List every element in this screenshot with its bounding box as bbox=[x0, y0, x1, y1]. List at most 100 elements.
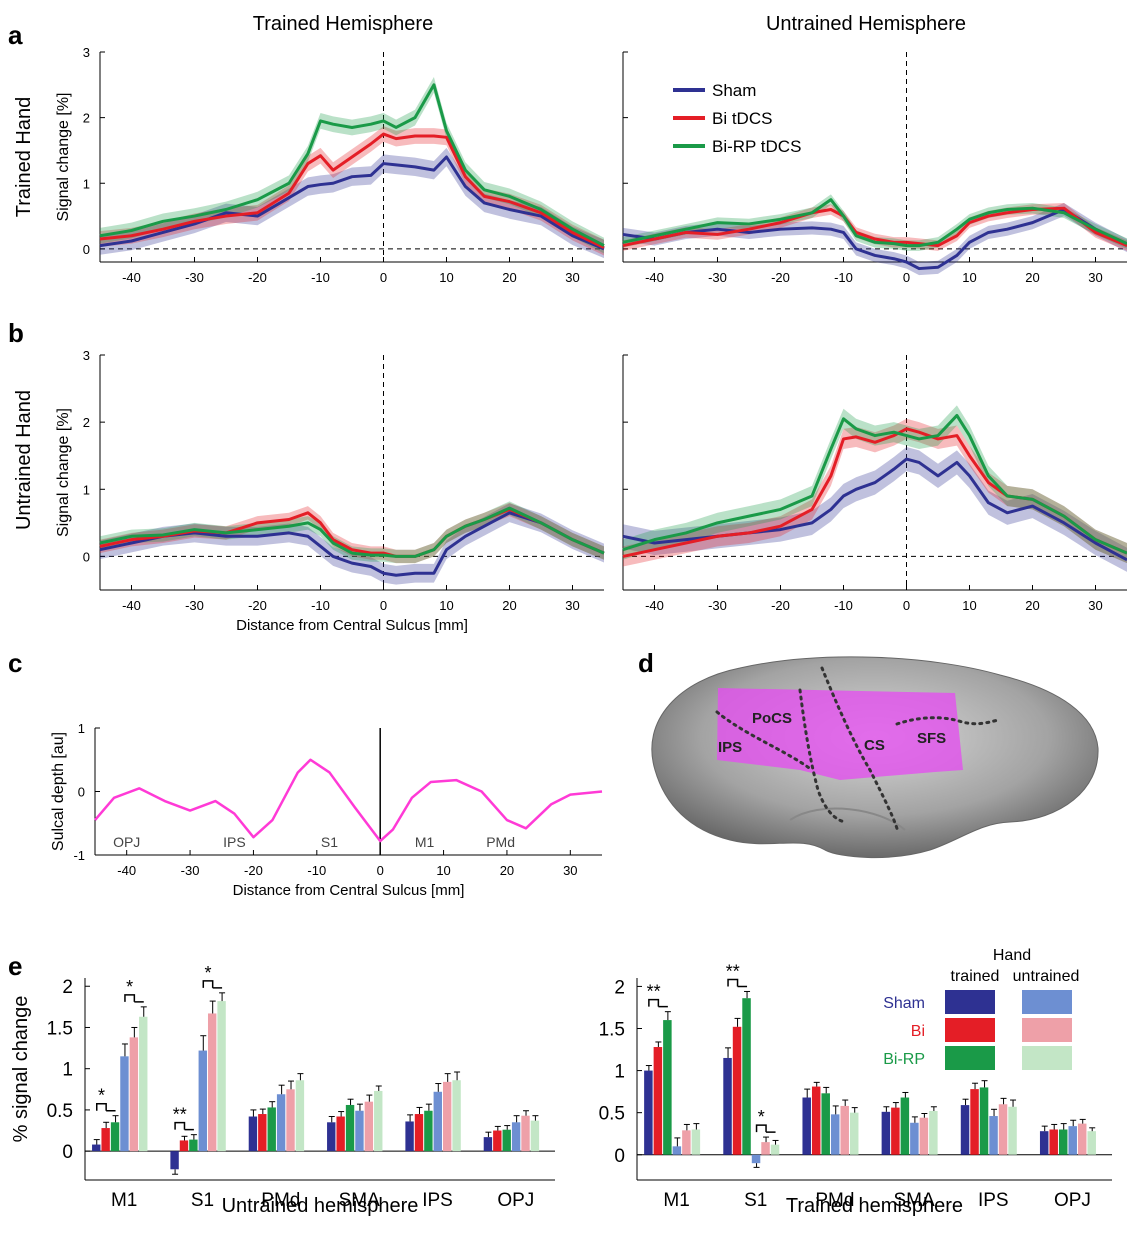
bar bbox=[653, 1047, 663, 1155]
bar bbox=[248, 1116, 258, 1152]
error-band-sham bbox=[623, 202, 1127, 276]
y-tick-label: 2 bbox=[83, 111, 90, 126]
x-tick-label: 20 bbox=[1025, 598, 1039, 613]
bar bbox=[511, 1122, 521, 1152]
category-label: SMA bbox=[339, 1190, 381, 1211]
x-axis-label: Trained hemisphere bbox=[786, 1195, 963, 1217]
panel-letter-a: a bbox=[8, 20, 23, 50]
panel-letter-c: c bbox=[8, 648, 22, 678]
bar-legend-swatch-sham-trained bbox=[945, 990, 995, 1014]
significance-bracket bbox=[755, 1124, 776, 1133]
x-tick-label: 0 bbox=[380, 270, 387, 285]
chart-untrained-hand-untrained-hemisphere: -40 -30 -20 -10 0 10 20 30 bbox=[622, 354, 1127, 613]
bar bbox=[424, 1110, 433, 1152]
bar bbox=[286, 1089, 295, 1152]
x-tick-label: -20 bbox=[244, 863, 263, 878]
bar bbox=[979, 1087, 989, 1155]
bar bbox=[483, 1137, 493, 1152]
y-tick-label: 1 bbox=[62, 1060, 73, 1081]
y-tick-label: -1 bbox=[73, 848, 85, 863]
y-tick-label: 1 bbox=[78, 721, 85, 736]
brain-temporal-fold bbox=[789, 807, 906, 831]
bar-legend-birp-label: Bi-RP bbox=[883, 1051, 925, 1068]
bar bbox=[891, 1107, 900, 1155]
category-label: M1 bbox=[111, 1190, 137, 1211]
category-label: M1 bbox=[663, 1190, 689, 1211]
x-tick-label: 20 bbox=[1025, 270, 1039, 285]
y-tick-label: 0.5 bbox=[599, 1104, 625, 1125]
bar bbox=[751, 1154, 761, 1164]
bar bbox=[998, 1104, 1008, 1155]
bar bbox=[691, 1129, 701, 1155]
x-tick-label: -10 bbox=[311, 270, 330, 285]
bar bbox=[644, 1070, 653, 1155]
series-line-birp bbox=[99, 506, 605, 558]
y-tick-label: 0 bbox=[83, 242, 90, 257]
panel-letter-e: e bbox=[8, 951, 22, 981]
bar-legend: Hand trained untrained Sham Bi Bi-RP bbox=[883, 947, 1079, 1070]
profile-legend: Sham Bi tDCS Bi-RP tDCS bbox=[673, 81, 801, 156]
y-tick-label: 0.5 bbox=[47, 1101, 73, 1122]
chart-untrained-hand-trained-hemisphere: 0 1 2 3 -40 -30 -20 -10 0 10 20 30 Signal change [%]… bbox=[55, 348, 605, 634]
error-band-sham bbox=[100, 503, 604, 585]
region-label: S1 bbox=[321, 834, 338, 850]
bar bbox=[179, 1140, 189, 1152]
error-band-sham bbox=[100, 147, 604, 259]
legend-label-birp: Bi-RP tDCS bbox=[712, 137, 801, 156]
bar bbox=[919, 1117, 929, 1155]
chart-trained-hand-trained-hemisphere: 0 1 2 3 -40 -30 -20 -10 0 10 20 30 Signal change [%] bbox=[55, 45, 605, 285]
bar bbox=[364, 1101, 374, 1152]
bar bbox=[830, 1114, 840, 1155]
bar bbox=[452, 1080, 461, 1152]
x-axis-label: Distance from Central Sulcus [mm] bbox=[236, 617, 468, 634]
bar bbox=[276, 1094, 286, 1152]
significance-marker: ** bbox=[647, 982, 661, 1002]
pocs-sulcus bbox=[798, 688, 847, 824]
bar bbox=[336, 1116, 345, 1152]
sulcal-depth-line bbox=[94, 758, 603, 843]
x-tick-label: -40 bbox=[645, 270, 664, 285]
bar bbox=[663, 1020, 672, 1155]
error-band-sham bbox=[623, 446, 1127, 572]
bar bbox=[258, 1114, 267, 1152]
legend-label-bi: Bi tDCS bbox=[712, 109, 772, 128]
y-tick-label: 1.5 bbox=[599, 1020, 625, 1041]
y-tick-label: 3 bbox=[83, 45, 90, 60]
series-line-birp bbox=[622, 413, 1127, 555]
bar-legend-hand: Hand bbox=[993, 947, 1031, 964]
brain-illustration: IPS PoCS CS SFS bbox=[651, 656, 1099, 859]
y-tick-label: 1 bbox=[83, 482, 90, 497]
bar bbox=[414, 1114, 424, 1152]
error-band-birp bbox=[623, 405, 1127, 564]
category-label: PMd bbox=[815, 1190, 854, 1211]
y-tick-label: 3 bbox=[83, 348, 90, 363]
y-tick-label: 0 bbox=[78, 785, 85, 800]
significance-marker: * bbox=[126, 977, 133, 997]
x-tick-label: 30 bbox=[565, 598, 579, 613]
legend-label-sham: Sham bbox=[712, 81, 756, 100]
bar bbox=[881, 1111, 891, 1155]
x-tick-label: -20 bbox=[771, 598, 790, 613]
bar bbox=[345, 1104, 355, 1152]
category-label: S1 bbox=[744, 1190, 767, 1211]
brain-label-ips: IPS bbox=[718, 739, 742, 756]
x-tick-label: -20 bbox=[248, 598, 267, 613]
x-tick-label: 0 bbox=[380, 598, 387, 613]
bar bbox=[821, 1093, 830, 1155]
bar bbox=[742, 998, 751, 1155]
x-tick-label: -40 bbox=[645, 598, 664, 613]
bar bbox=[802, 1097, 811, 1155]
x-tick-label: 20 bbox=[500, 863, 514, 878]
region-label: IPS bbox=[223, 834, 246, 850]
bar bbox=[110, 1122, 120, 1152]
series-line-birp bbox=[622, 198, 1127, 248]
bar bbox=[1039, 1131, 1049, 1155]
chart-trained-hand-untrained-hemisphere: -40 -30 -20 -10 0 10 20 30 bbox=[622, 51, 1127, 285]
x-axis-label: Untrained hemisphere bbox=[222, 1195, 419, 1217]
x-tick-label: 0 bbox=[903, 598, 910, 613]
x-tick-label: -20 bbox=[248, 270, 267, 285]
region-label: M1 bbox=[415, 834, 435, 850]
